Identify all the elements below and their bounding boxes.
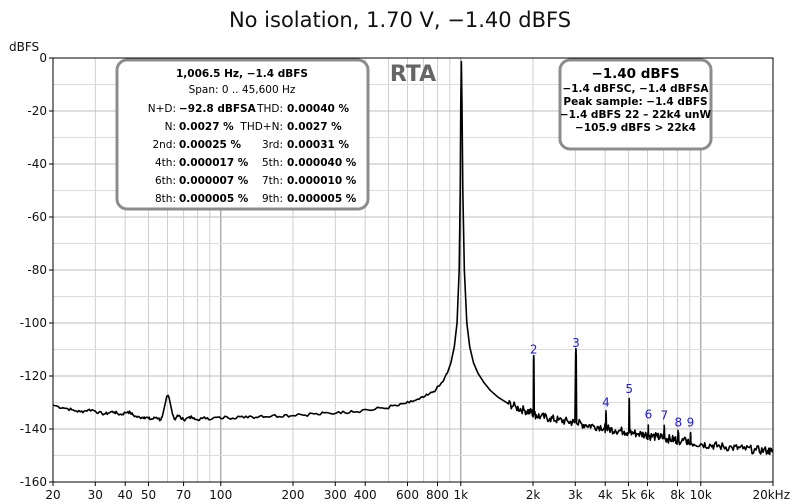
level-line-2: Peak sample: −1.4 dBFS bbox=[563, 96, 707, 108]
harmonic-label: 7 bbox=[660, 409, 668, 423]
x-tick-label: 8k bbox=[670, 488, 685, 502]
stats-value: 0.000007 % bbox=[179, 175, 249, 187]
level-line-1: −1.4 dBFSC, −1.4 dBFSA bbox=[562, 83, 709, 95]
level-headline: −1.40 dBFS bbox=[591, 66, 679, 82]
level-line-4: −105.9 dBFS > 22k4 bbox=[575, 122, 696, 134]
stats-value: 0.000005 % bbox=[179, 193, 249, 205]
x-tick-label: 40 bbox=[118, 488, 133, 502]
x-tick-label: 30 bbox=[88, 488, 103, 502]
y-tick-label: -100 bbox=[20, 316, 47, 330]
y-tick-label: -160 bbox=[20, 475, 47, 489]
stats-value: 0.00040 % bbox=[287, 103, 349, 115]
x-tick-label: 1k bbox=[453, 488, 468, 502]
stats-box-frame bbox=[115, 58, 370, 211]
x-tick-label: 200 bbox=[282, 488, 305, 502]
stats-label: N+D: bbox=[148, 103, 176, 115]
x-tick-label: 10k bbox=[690, 488, 712, 502]
y-tick-label: -140 bbox=[20, 422, 47, 436]
y-tick-label: 0 bbox=[39, 51, 47, 65]
chart-title: No isolation, 1.70 V, −1.40 dBFS bbox=[229, 8, 571, 32]
harmonic-label: 6 bbox=[645, 407, 653, 421]
stats-label: 7th: bbox=[262, 175, 283, 187]
stats-label: 4th: bbox=[155, 157, 176, 169]
harmonic-label: 8 bbox=[674, 415, 682, 429]
y-tick-label: -40 bbox=[27, 157, 47, 171]
x-tick-label: 5k bbox=[621, 488, 636, 502]
stats-value: 0.000040 % bbox=[287, 157, 357, 169]
harmonic-label: 2 bbox=[530, 343, 538, 357]
stats-value: −92.8 dBFSA bbox=[179, 103, 257, 115]
harmonic-label: 9 bbox=[687, 415, 695, 429]
stats-value: 0.000010 % bbox=[287, 175, 357, 187]
level-box: −1.40 dBFS −1.4 dBFSC, −1.4 dBFSA Peak s… bbox=[558, 58, 713, 151]
stats-value: 0.000005 % bbox=[287, 193, 357, 205]
spectrum-line bbox=[52, 60, 774, 456]
y-tick-label: -120 bbox=[20, 369, 47, 383]
x-tick-label: 3k bbox=[568, 488, 583, 502]
stats-label: THD+N: bbox=[239, 121, 283, 133]
y-tick-label: -60 bbox=[27, 210, 47, 224]
y-tick-label: -20 bbox=[27, 104, 47, 118]
stats-label: 5th: bbox=[262, 157, 283, 169]
y-tick-labels: 0 -20 -40 -60 -80 -100 -120 -140 -160 bbox=[20, 51, 53, 489]
rta-annotation: RTA bbox=[390, 62, 436, 87]
stats-value: 0.000017 % bbox=[179, 157, 249, 169]
stats-frequency-level: 1,006.5 Hz, −1.4 dBFS bbox=[176, 68, 308, 80]
stats-label: 8th: bbox=[155, 193, 176, 205]
stats-value: 0.0027 % bbox=[287, 121, 342, 133]
x-tick-label: 2k bbox=[526, 488, 541, 502]
x-tick-label: 400 bbox=[354, 488, 377, 502]
level-box-frame bbox=[558, 58, 713, 151]
y-axis-unit-label: dBFS bbox=[9, 40, 39, 54]
x-tick-label: 50 bbox=[141, 488, 156, 502]
x-tick-label: 4k bbox=[598, 488, 613, 502]
stats-label: N: bbox=[165, 121, 176, 133]
x-tick-label: 100 bbox=[209, 488, 232, 502]
harmonic-label: 3 bbox=[572, 336, 580, 350]
stats-label: 9th: bbox=[262, 193, 283, 205]
harmonic-label: 4 bbox=[602, 396, 610, 410]
x-tick-label: 20kHz bbox=[752, 488, 790, 502]
x-tick-label: 800 bbox=[426, 488, 449, 502]
x-tick-label: 70 bbox=[176, 488, 191, 502]
stats-value: 0.00025 % bbox=[179, 139, 241, 151]
stats-box: 1,006.5 Hz, −1.4 dBFS Span: 0 .. 45,600 … bbox=[115, 58, 370, 211]
stats-span: Span: 0 .. 45,600 Hz bbox=[189, 84, 296, 96]
x-tick-label: 600 bbox=[396, 488, 419, 502]
x-tick-label: 20 bbox=[45, 488, 60, 502]
harmonic-label: 5 bbox=[625, 382, 633, 396]
stats-label: 3rd: bbox=[262, 139, 283, 151]
harmonic-labels: 2 3 4 56 7 8 9 bbox=[530, 336, 694, 430]
x-tick-label: 300 bbox=[324, 488, 347, 502]
plot-frame bbox=[52, 57, 774, 483]
level-line-3: −1.4 dBFS 22 – 22k4 unW bbox=[560, 109, 712, 121]
stats-label: 6th: bbox=[155, 175, 176, 187]
series-group bbox=[52, 60, 774, 456]
x-tick-label: 6k bbox=[640, 488, 655, 502]
stats-label: 2nd: bbox=[152, 139, 176, 151]
y-tick-label: -80 bbox=[27, 263, 47, 277]
x-tick-labels: 20 30 40 50 70 100 200 300 400 600 800 1k 2k 3k 4k 5k 6k… bbox=[45, 482, 790, 502]
stats-value: 0.00031 % bbox=[287, 139, 349, 151]
stats-label: THD: bbox=[256, 103, 283, 115]
stats-rows: N+D: −92.8 dBFSA THD: 0.00040 %N: 0.0027 % TH… bbox=[148, 103, 357, 205]
stats-value: 0.0027 % bbox=[179, 121, 234, 133]
